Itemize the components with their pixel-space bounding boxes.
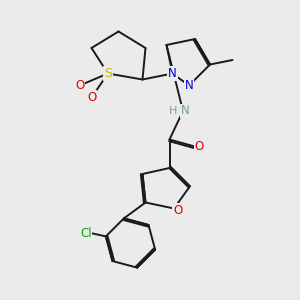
Text: O: O (87, 91, 96, 104)
Text: S: S (104, 67, 112, 80)
Text: O: O (195, 140, 204, 154)
Text: N: N (168, 67, 177, 80)
Text: N: N (184, 79, 194, 92)
Text: O: O (75, 79, 84, 92)
Text: H: H (169, 106, 178, 116)
Text: Cl: Cl (80, 227, 92, 240)
Text: O: O (173, 203, 182, 217)
Text: N: N (181, 104, 190, 118)
